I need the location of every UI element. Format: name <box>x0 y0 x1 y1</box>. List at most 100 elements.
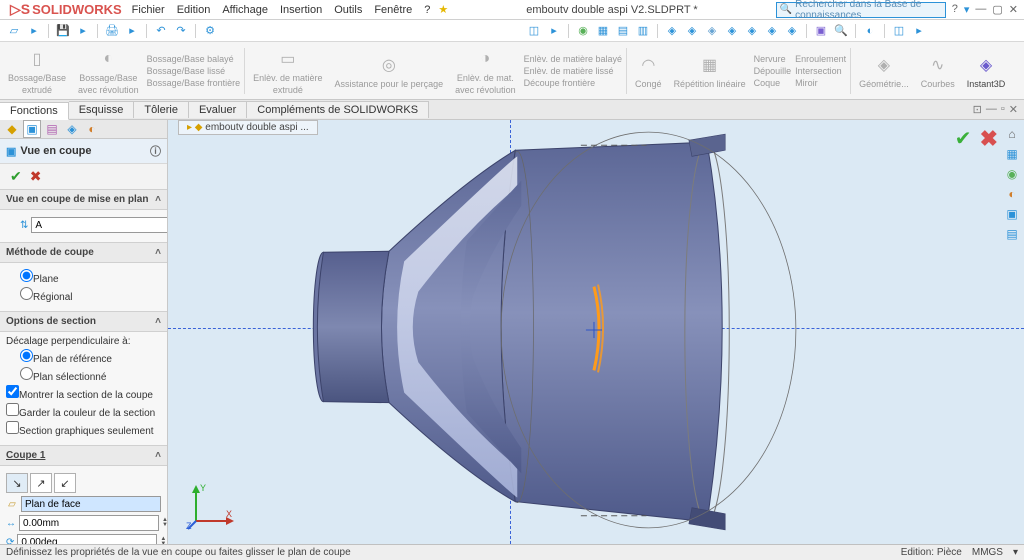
spinner[interactable]: ▲▼ <box>160 537 166 544</box>
section-title[interactable]: Vue en coupe de mise en plan ˄ <box>0 189 167 210</box>
section-title[interactable]: Options de section ˄ <box>0 311 167 332</box>
tab-close-icon[interactable]: ✕ <box>1009 103 1018 116</box>
icon[interactable]: ▥ <box>635 23 651 39</box>
cube-icon[interactable]: ◈ <box>704 23 720 39</box>
menu-fichier[interactable]: Fichier <box>132 4 165 16</box>
maximize-icon[interactable]: ▢ <box>992 3 1002 16</box>
ribbon-instant3d[interactable]: ◈ Instant3D <box>963 53 1010 89</box>
help-icon[interactable]: ? <box>952 3 958 16</box>
ribbon-cut-list[interactable]: Enlèv. de matière balayé Enlèv. de matiè… <box>524 54 622 88</box>
tab-evaluer[interactable]: Evaluer <box>189 101 247 118</box>
menu-insertion[interactable]: Insertion <box>280 4 322 16</box>
section-title[interactable]: Coupe 1 ˄ <box>0 445 167 466</box>
ribbon-item[interactable]: Découpe frontière <box>524 78 622 88</box>
radio-regional[interactable]: Régional <box>20 287 161 303</box>
ribbon-item[interactable]: Enlèv. de matière lissé <box>524 66 622 76</box>
ribbon-linear-pattern[interactable]: ▦ Répétition linéaire <box>670 53 750 89</box>
pm-tab-appear[interactable]: ◐ <box>83 120 101 138</box>
ribbon-curves[interactable]: ∿ Courbes <box>917 53 959 89</box>
section-title[interactable]: Méthode de coupe ˄ <box>0 242 167 263</box>
search-bar[interactable]: 🔍 Rechercher dans la Base de connaissanc… <box>776 2 946 18</box>
ribbon-item[interactable]: Coque <box>754 78 792 88</box>
save-icon[interactable]: 💾 <box>55 23 71 39</box>
ribbon-cut-revolve[interactable]: ◑ Enlèv. de mat. avec révolution <box>451 47 520 95</box>
open-icon[interactable]: ▸ <box>26 23 42 39</box>
status-units[interactable]: MMGS <box>972 547 1003 558</box>
options-icon[interactable]: ⚙ <box>202 23 218 39</box>
icon[interactable]: ◐ <box>862 23 878 39</box>
radio-plan-reference[interactable]: Plan de référence <box>20 349 161 365</box>
tab-complements[interactable]: Compléments de SOLIDWORKS <box>247 101 429 118</box>
mag-icon[interactable]: 🔍 <box>833 23 849 39</box>
pm-tab-pm[interactable]: ▣ <box>23 120 41 138</box>
ribbon-fillet[interactable]: ◠ Congé <box>631 53 666 89</box>
pm-tab-display[interactable]: ◈ <box>63 120 81 138</box>
menu-edition[interactable]: Edition <box>177 4 211 16</box>
ribbon-item[interactable]: Bossage/Base frontière <box>147 78 241 88</box>
ribbon-item[interactable]: Miroir <box>795 78 846 88</box>
ribbon-geometry[interactable]: ◈ Géométrie... <box>855 53 913 89</box>
icon[interactable]: ▸ <box>124 23 140 39</box>
plane-tab-1[interactable]: ↘ <box>6 473 28 493</box>
icon[interactable]: ▤ <box>615 23 631 39</box>
home-icon[interactable]: ⌂ <box>1004 126 1020 142</box>
plane-input[interactable] <box>21 496 161 512</box>
redo-icon[interactable]: ↷ <box>173 23 189 39</box>
angle1-input[interactable] <box>17 534 157 544</box>
cancel-button[interactable]: ✖ <box>30 168 42 185</box>
ribbon-item[interactable]: Dépouille <box>754 66 792 76</box>
icon[interactable]: ◐ <box>1004 186 1020 202</box>
plane-tab-3[interactable]: ↙ <box>54 473 76 493</box>
minimize-icon[interactable]: — <box>975 3 986 16</box>
cancel-button[interactable]: ✖ <box>980 126 998 152</box>
menu-affichage[interactable]: Affichage <box>222 4 268 16</box>
icon[interactable]: ▤ <box>1004 226 1020 242</box>
ribbon-item[interactable]: Enlèv. de matière balayé <box>524 54 622 64</box>
icon[interactable]: ◫ <box>891 23 907 39</box>
menu-outils[interactable]: Outils <box>334 4 362 16</box>
icon[interactable]: ▸ <box>546 23 562 39</box>
cube-icon[interactable]: ◈ <box>764 23 780 39</box>
cube-icon[interactable]: ◈ <box>724 23 740 39</box>
ok-button[interactable]: ✔ <box>955 126 972 152</box>
orientation-triad[interactable]: Y X Z <box>186 481 236 534</box>
icon[interactable]: ▦ <box>595 23 611 39</box>
tab-esquisse[interactable]: Esquisse <box>69 101 135 118</box>
menu-help[interactable]: ? <box>424 4 430 16</box>
ribbon-bossage-extrude[interactable]: ▯ Bossage/Base extrudé <box>4 47 70 95</box>
cube-icon[interactable]: ◈ <box>664 23 680 39</box>
pm-tab-tree[interactable]: ◆ <box>3 120 21 138</box>
tab-dash-icon[interactable]: — <box>986 103 997 116</box>
ribbon-bossage-revolution[interactable]: ◐ Bossage/Base avec révolution <box>74 47 143 95</box>
icon[interactable]: ▣ <box>1004 206 1020 222</box>
star-icon[interactable]: ★ <box>438 3 448 16</box>
ribbon-item[interactable]: Nervure <box>754 54 792 64</box>
help-icon[interactable]: ⓘ <box>150 143 161 159</box>
ribbon-item[interactable]: Bossage/Base lissé <box>147 66 241 76</box>
ribbon-misc-list2[interactable]: Enroulement Intersection Miroir <box>795 54 846 88</box>
radio-plan-selectionne[interactable]: Plan sélectionné <box>20 367 161 383</box>
min-icon[interactable]: ▾ <box>964 3 970 16</box>
menu-fenetre[interactable]: Fenêtre <box>374 4 412 16</box>
cube-icon[interactable]: ◈ <box>784 23 800 39</box>
plane-tab-2[interactable]: ↗ <box>30 473 52 493</box>
display-icon[interactable]: ◫ <box>526 23 542 39</box>
ribbon-hole-wizard[interactable]: ◎ Assistance pour le perçage <box>331 53 448 89</box>
ribbon-item[interactable]: Intersection <box>795 66 846 76</box>
close-icon[interactable]: ✕ <box>1009 3 1018 16</box>
icon[interactable]: ▸ <box>911 23 927 39</box>
tab-min-icon[interactable]: ⊡ <box>973 103 982 116</box>
view-icon[interactable]: ◉ <box>575 23 591 39</box>
undo-icon[interactable]: ↶ <box>153 23 169 39</box>
status-dropdown-icon[interactable]: ▾ <box>1013 547 1018 558</box>
cube-icon[interactable]: ◈ <box>744 23 760 39</box>
ok-button[interactable]: ✔ <box>10 168 22 185</box>
ribbon-item[interactable]: Enroulement <box>795 54 846 64</box>
check-keep-color[interactable]: Garder la couleur de la section <box>6 403 161 419</box>
ribbon-misc-list1[interactable]: Nervure Dépouille Coque <box>754 54 792 88</box>
ribbon-cut-extrude[interactable]: ▭ Enlèv. de matière extrudé <box>249 47 326 95</box>
icon[interactable]: ▸ <box>75 23 91 39</box>
tab-fonctions[interactable]: Fonctions <box>0 102 69 120</box>
radio-plane[interactable]: Plane <box>20 269 161 285</box>
pm-tab-config[interactable]: ▤ <box>43 120 61 138</box>
